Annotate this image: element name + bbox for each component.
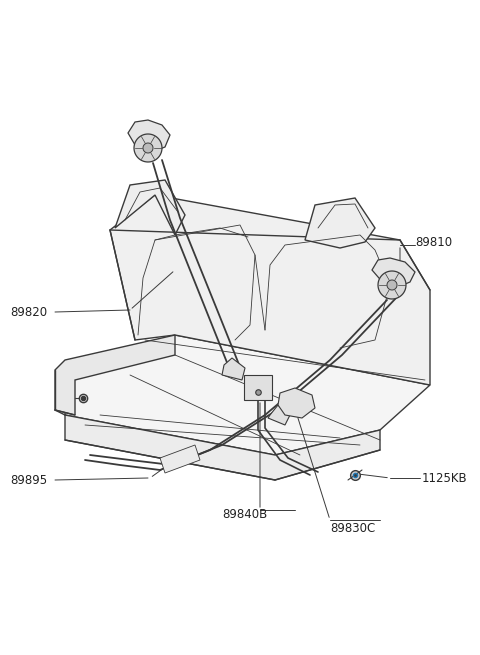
Polygon shape xyxy=(65,415,380,480)
Polygon shape xyxy=(110,195,430,385)
Polygon shape xyxy=(134,134,162,162)
Polygon shape xyxy=(305,198,375,248)
Text: 89810: 89810 xyxy=(415,236,452,248)
Text: 1125KB: 1125KB xyxy=(422,472,468,485)
Text: 89830C: 89830C xyxy=(330,521,375,534)
Polygon shape xyxy=(278,388,315,418)
Polygon shape xyxy=(143,143,153,153)
Polygon shape xyxy=(65,335,430,455)
Polygon shape xyxy=(244,375,272,400)
Polygon shape xyxy=(378,271,406,299)
Polygon shape xyxy=(387,280,397,290)
Polygon shape xyxy=(128,120,170,152)
Text: 89820: 89820 xyxy=(10,305,47,318)
Polygon shape xyxy=(55,335,175,415)
Polygon shape xyxy=(160,445,200,473)
Polygon shape xyxy=(115,180,185,235)
Text: 89840B: 89840B xyxy=(222,508,267,521)
Text: 89895: 89895 xyxy=(10,474,47,487)
Polygon shape xyxy=(222,358,245,380)
Polygon shape xyxy=(268,405,290,425)
Polygon shape xyxy=(372,258,415,287)
